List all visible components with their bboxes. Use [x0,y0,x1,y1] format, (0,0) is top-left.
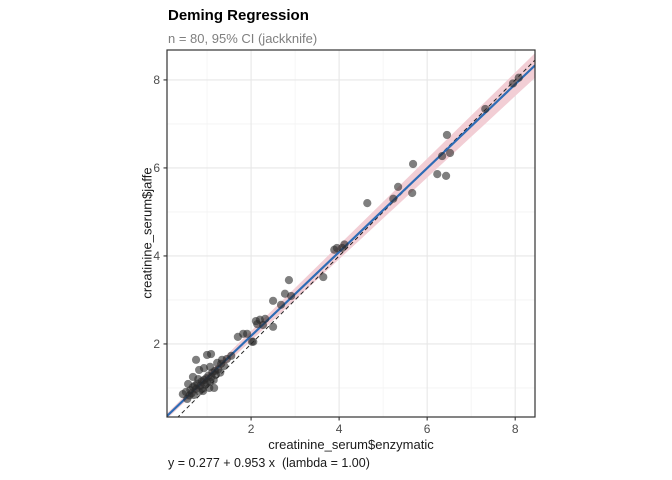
data-point [363,199,372,208]
plot-subtitle: n = 80, 95% CI (jackknife) [168,31,318,46]
data-point [258,320,268,330]
y-tick-label: 4 [153,249,160,263]
data-point [481,104,490,114]
panel-border [166,49,536,418]
data-point [442,130,452,140]
data-point [268,296,278,305]
data-point [220,361,229,371]
data-point [191,355,201,364]
identity-line [177,59,535,417]
data-point [268,322,278,331]
data-point [280,289,290,298]
regression-equation-caption: y = 0.277 + 0.953 x (lambda = 1.00) [168,456,370,470]
data-point [249,337,258,346]
data-point [394,182,403,191]
data-point [206,349,216,359]
y-tick-label: 6 [153,161,160,175]
data-point [227,351,236,360]
data-point [261,314,270,323]
x-axis-title: creatinine_serum$enzymatic [268,437,434,452]
data-point [408,188,417,198]
x-tick-label: 4 [336,422,343,436]
plot-title: Deming Regression [168,7,309,24]
x-tick-label: 6 [424,422,431,436]
data-point [514,73,523,82]
y-tick-label: 8 [153,73,160,87]
data-point [508,79,518,88]
y-axis-title: creatinine_serum$jaffe [139,167,155,299]
data-point [243,329,252,338]
data-point [198,386,208,396]
data-point [276,300,286,309]
data-point [340,240,349,249]
data-point [445,148,455,158]
data-point [438,151,447,161]
data-point [408,159,418,169]
x-tick-label: 8 [512,422,519,436]
x-tick-label: 2 [248,422,255,436]
data-point [441,171,451,180]
data-point [389,194,398,203]
data-point [433,169,442,179]
data-point [210,383,219,393]
data-point [216,368,225,377]
data-point [199,364,209,373]
data-point [287,291,296,301]
y-tick-label: 2 [153,337,160,351]
data-point [284,276,294,285]
data-point [319,272,328,282]
